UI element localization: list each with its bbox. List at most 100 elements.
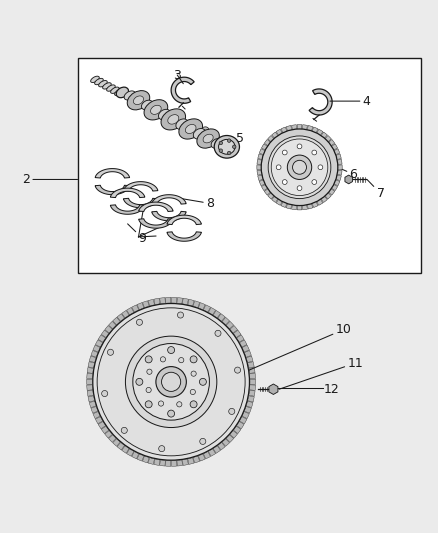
Wedge shape <box>242 411 249 418</box>
Circle shape <box>234 367 240 373</box>
Text: 2: 2 <box>22 173 78 186</box>
Wedge shape <box>276 129 283 135</box>
Wedge shape <box>188 300 194 306</box>
Circle shape <box>297 144 302 149</box>
Wedge shape <box>113 317 120 325</box>
Wedge shape <box>272 132 278 139</box>
Wedge shape <box>259 149 265 155</box>
Ellipse shape <box>161 109 186 130</box>
Text: 4: 4 <box>330 95 371 108</box>
Circle shape <box>147 369 152 374</box>
Ellipse shape <box>151 105 161 115</box>
Polygon shape <box>171 77 194 103</box>
Wedge shape <box>89 401 96 408</box>
Polygon shape <box>167 232 201 241</box>
Text: 8: 8 <box>171 197 214 210</box>
Wedge shape <box>230 431 237 438</box>
Wedge shape <box>281 127 287 133</box>
Circle shape <box>293 160 307 174</box>
Wedge shape <box>328 189 335 195</box>
Wedge shape <box>177 460 183 466</box>
Wedge shape <box>171 461 177 466</box>
Text: 11: 11 <box>279 357 363 389</box>
Ellipse shape <box>197 129 219 148</box>
Wedge shape <box>171 297 177 303</box>
Wedge shape <box>88 362 95 368</box>
Wedge shape <box>328 140 335 146</box>
Wedge shape <box>246 356 253 362</box>
Wedge shape <box>297 205 302 210</box>
Circle shape <box>93 303 250 460</box>
Wedge shape <box>182 459 188 465</box>
Wedge shape <box>213 310 220 318</box>
Circle shape <box>227 151 231 155</box>
Wedge shape <box>272 196 278 203</box>
Circle shape <box>160 357 166 362</box>
Wedge shape <box>198 454 205 461</box>
Circle shape <box>145 401 152 408</box>
Wedge shape <box>182 298 188 305</box>
Polygon shape <box>95 168 130 178</box>
Wedge shape <box>257 170 262 175</box>
Wedge shape <box>325 192 331 199</box>
Wedge shape <box>240 417 247 424</box>
Wedge shape <box>198 303 205 310</box>
Wedge shape <box>154 459 160 465</box>
Ellipse shape <box>168 115 179 124</box>
Circle shape <box>136 378 143 385</box>
Wedge shape <box>312 201 318 207</box>
Wedge shape <box>286 125 292 131</box>
Wedge shape <box>127 308 134 315</box>
Wedge shape <box>208 308 215 315</box>
Ellipse shape <box>95 78 103 85</box>
Circle shape <box>159 401 164 406</box>
Polygon shape <box>124 182 158 191</box>
Wedge shape <box>89 356 96 362</box>
Ellipse shape <box>141 100 153 110</box>
Wedge shape <box>91 407 98 413</box>
Wedge shape <box>331 184 338 191</box>
Wedge shape <box>93 411 100 418</box>
Wedge shape <box>331 144 338 150</box>
Circle shape <box>219 141 223 145</box>
Circle shape <box>162 372 181 391</box>
Ellipse shape <box>193 128 205 139</box>
Wedge shape <box>292 205 297 210</box>
Wedge shape <box>142 301 149 308</box>
Circle shape <box>199 378 206 385</box>
Wedge shape <box>188 458 194 464</box>
Wedge shape <box>218 442 225 450</box>
Wedge shape <box>237 422 244 429</box>
Wedge shape <box>177 297 183 304</box>
Wedge shape <box>132 451 139 459</box>
Circle shape <box>190 389 195 394</box>
Circle shape <box>190 356 197 363</box>
Polygon shape <box>152 212 186 221</box>
Wedge shape <box>307 125 313 131</box>
Wedge shape <box>122 446 129 453</box>
Circle shape <box>229 408 235 415</box>
Wedge shape <box>337 170 342 175</box>
Circle shape <box>215 330 221 336</box>
Wedge shape <box>247 362 254 368</box>
Circle shape <box>146 387 151 393</box>
Wedge shape <box>127 449 134 456</box>
Circle shape <box>156 367 186 397</box>
Wedge shape <box>317 129 323 135</box>
Wedge shape <box>307 203 313 209</box>
Circle shape <box>227 139 231 142</box>
Circle shape <box>159 446 165 451</box>
Wedge shape <box>334 149 340 155</box>
Wedge shape <box>264 189 271 195</box>
Circle shape <box>283 150 287 155</box>
Circle shape <box>125 336 217 427</box>
Ellipse shape <box>115 89 123 95</box>
Circle shape <box>233 145 236 149</box>
Wedge shape <box>137 303 144 310</box>
Ellipse shape <box>124 91 135 100</box>
Wedge shape <box>117 442 124 450</box>
Wedge shape <box>109 435 116 442</box>
Ellipse shape <box>156 102 165 110</box>
Wedge shape <box>337 165 342 169</box>
Wedge shape <box>105 326 113 333</box>
